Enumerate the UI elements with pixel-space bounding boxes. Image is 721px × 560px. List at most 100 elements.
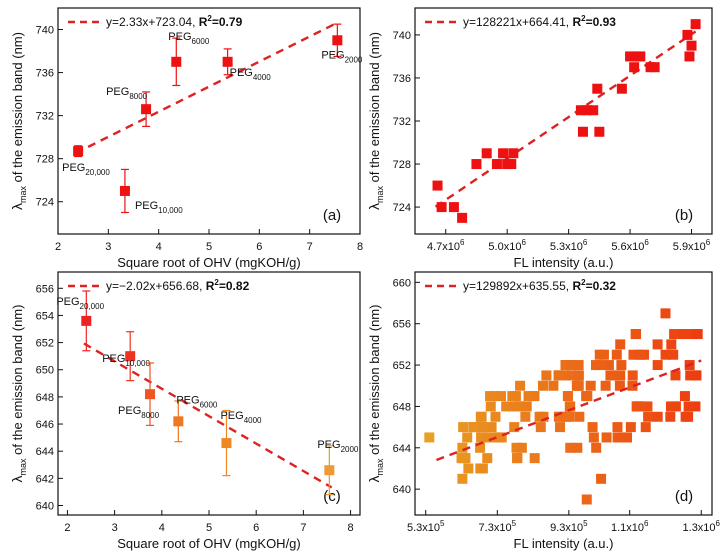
data-point (577, 126, 588, 137)
x-tick-label: 6 (256, 241, 262, 253)
x-axis-label: Square root of OHV (mgKOH/g) (117, 536, 301, 551)
x-tick-label: 5.3x106 (550, 238, 588, 253)
data-point (678, 329, 689, 340)
x-tick-label: 5.0x106 (488, 238, 526, 253)
data-point (594, 126, 605, 137)
data-point (523, 391, 534, 402)
data-point (496, 432, 507, 443)
data-point (635, 349, 646, 360)
data-point (601, 432, 612, 443)
x-tick-label: 2 (64, 522, 70, 534)
data-point (670, 370, 681, 381)
data-point (561, 411, 572, 422)
data-point (119, 185, 130, 196)
data-point (489, 391, 500, 402)
panel-label: (a) (323, 207, 341, 224)
x-tick-label: 1.1x106 (611, 519, 649, 534)
data-point (625, 422, 636, 433)
panel-label: (d) (675, 488, 693, 505)
x-tick-label: 4 (156, 241, 162, 253)
data-point (554, 370, 565, 381)
data-point (541, 370, 552, 381)
data-point (221, 438, 232, 449)
y-tick-label: 652 (36, 338, 54, 350)
data-point (611, 349, 622, 360)
data-point (666, 339, 677, 350)
data-point (642, 401, 653, 412)
data-point (538, 411, 549, 422)
data-point (616, 83, 627, 94)
data-point (222, 56, 233, 67)
data-point (476, 411, 487, 422)
data-point (457, 473, 468, 484)
point-label: PEG8000 (106, 86, 148, 101)
data-point (582, 105, 593, 116)
x-tick-label: 7 (307, 241, 313, 253)
data-point (548, 380, 559, 391)
x-tick-label: 6 (253, 522, 259, 534)
data-point (511, 442, 522, 453)
data-point (462, 432, 473, 443)
data-point (652, 411, 663, 422)
data-point (585, 380, 596, 391)
y-tick-label: 740 (393, 30, 411, 42)
data-point (555, 422, 566, 433)
point-label: PEG4000 (230, 67, 272, 82)
y-tick-label: 740 (36, 25, 54, 37)
x-axis-label: Square root of OHV (mgKOH/g) (117, 255, 301, 270)
data-point (529, 453, 540, 464)
data-point (485, 401, 496, 412)
data-point (594, 349, 605, 360)
x-tick-label: 3 (112, 522, 118, 534)
data-point (486, 422, 497, 433)
point-label: PEG10,000 (135, 200, 183, 215)
data-point (690, 401, 701, 412)
data-point (173, 416, 184, 427)
x-tick-label: 7 (300, 522, 306, 534)
data-point (554, 411, 565, 422)
y-tick-label: 640 (393, 484, 411, 496)
data-point (573, 370, 584, 381)
data-point (588, 432, 599, 443)
data-point (469, 422, 480, 433)
data-point (560, 360, 571, 371)
data-point (595, 360, 606, 371)
data-point (457, 442, 468, 453)
x-tick-label: 5 (206, 241, 212, 253)
x-tick-label: 7.3x105 (479, 519, 517, 534)
data-point (592, 83, 603, 94)
panel-c-chart: 2 3 4 5 6 7 8 640 642 644 646 648 650 652 654 656 Square… (9, 271, 361, 551)
data-point (565, 370, 576, 381)
y-tick-label: 728 (393, 159, 411, 171)
data-point (625, 51, 636, 62)
data-point (432, 180, 443, 191)
data-point (652, 339, 663, 350)
x-tick-label: 3 (105, 241, 111, 253)
point-label: PEG6000 (168, 31, 210, 46)
data-point (596, 473, 607, 484)
y-tick-label: 656 (36, 283, 54, 295)
data-point (614, 380, 625, 391)
y-tick-label: 644 (36, 446, 54, 458)
y-tick-label: 724 (393, 202, 411, 214)
data-point (521, 401, 532, 412)
data-point (622, 432, 633, 443)
y-axis-label: λmax of the emission band (nm) (9, 32, 28, 210)
data-point (565, 401, 576, 412)
data-point (665, 401, 676, 412)
y-tick-label: 646 (36, 419, 54, 431)
data-point (629, 62, 640, 73)
x-axis-label: FL intensity (a.u.) (514, 255, 614, 270)
data-point (679, 391, 690, 402)
data-point (615, 339, 626, 350)
y-tick-label: 660 (393, 277, 411, 289)
data-point (660, 308, 671, 319)
data-point (692, 329, 703, 340)
data-point (680, 411, 691, 422)
x-tick-label: 5 (206, 522, 212, 534)
panel-a-chart: 2 3 4 5 6 7 8 724 728 732 736 740 Square root of OHV… (9, 7, 363, 270)
data-point (635, 51, 646, 62)
x-tick-label: 4.7x106 (427, 238, 465, 253)
data-point (538, 380, 549, 391)
data-point (483, 432, 494, 443)
